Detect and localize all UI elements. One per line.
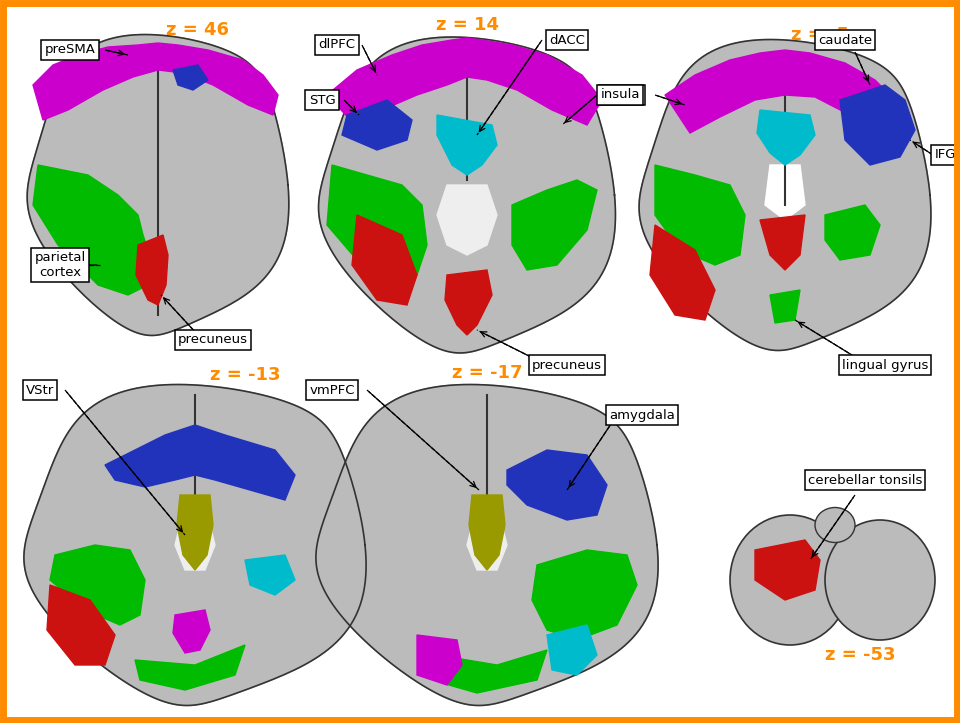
Ellipse shape xyxy=(815,508,855,542)
Text: cerebellar tonsils: cerebellar tonsils xyxy=(807,474,923,487)
Polygon shape xyxy=(755,540,820,600)
Text: precuneus: precuneus xyxy=(178,333,248,346)
Polygon shape xyxy=(417,635,462,685)
Polygon shape xyxy=(177,495,213,570)
Polygon shape xyxy=(840,85,915,165)
Polygon shape xyxy=(105,425,295,500)
Polygon shape xyxy=(770,290,800,323)
Polygon shape xyxy=(469,495,505,570)
Ellipse shape xyxy=(825,520,935,640)
Text: z = -5: z = -5 xyxy=(791,26,849,44)
Polygon shape xyxy=(665,50,900,133)
Polygon shape xyxy=(173,610,210,653)
Polygon shape xyxy=(760,215,805,270)
Text: z = -53: z = -53 xyxy=(825,646,896,664)
Text: dACC: dACC xyxy=(549,33,585,46)
Text: insula: insula xyxy=(602,88,641,101)
Polygon shape xyxy=(136,235,168,305)
Polygon shape xyxy=(24,385,366,706)
Polygon shape xyxy=(445,270,492,335)
Polygon shape xyxy=(327,38,602,127)
Polygon shape xyxy=(655,165,745,265)
Polygon shape xyxy=(342,100,412,150)
Polygon shape xyxy=(316,385,659,706)
Text: z = 14: z = 14 xyxy=(436,16,498,34)
Polygon shape xyxy=(50,545,145,625)
Circle shape xyxy=(187,537,207,557)
Polygon shape xyxy=(33,165,153,295)
Polygon shape xyxy=(507,450,607,520)
Polygon shape xyxy=(547,625,597,675)
Polygon shape xyxy=(135,645,245,690)
Polygon shape xyxy=(437,650,547,693)
Polygon shape xyxy=(327,165,427,280)
Polygon shape xyxy=(437,185,497,255)
Polygon shape xyxy=(532,550,637,640)
Text: VStr: VStr xyxy=(26,383,54,396)
Text: z = -17: z = -17 xyxy=(452,364,522,382)
Polygon shape xyxy=(825,205,880,260)
Ellipse shape xyxy=(730,515,850,645)
Text: preSMA: preSMA xyxy=(44,43,95,56)
Polygon shape xyxy=(245,555,295,595)
Polygon shape xyxy=(512,180,597,270)
Text: z = -13: z = -13 xyxy=(209,366,280,384)
Polygon shape xyxy=(639,40,931,351)
Text: caudate: caudate xyxy=(818,33,872,46)
Polygon shape xyxy=(650,225,715,320)
Polygon shape xyxy=(319,37,615,353)
Text: parietal
cortex: parietal cortex xyxy=(35,251,85,279)
Polygon shape xyxy=(352,215,417,305)
Polygon shape xyxy=(47,585,115,665)
Text: precuneus: precuneus xyxy=(532,359,602,372)
Polygon shape xyxy=(173,65,208,90)
Text: IFG: IFG xyxy=(934,148,956,161)
Polygon shape xyxy=(437,115,497,175)
Polygon shape xyxy=(467,525,507,570)
Polygon shape xyxy=(757,110,815,165)
Polygon shape xyxy=(175,525,215,570)
Text: vmPFC: vmPFC xyxy=(309,383,355,396)
Polygon shape xyxy=(27,35,289,335)
Text: z = 46: z = 46 xyxy=(166,21,229,39)
Polygon shape xyxy=(33,43,278,120)
Text: STG: STG xyxy=(308,93,335,106)
Text: lingual gyrus: lingual gyrus xyxy=(842,359,928,372)
Text: dlPFC: dlPFC xyxy=(319,38,355,51)
Text: insula: insula xyxy=(600,88,639,101)
Polygon shape xyxy=(765,165,805,220)
Text: amygdala: amygdala xyxy=(609,408,675,422)
